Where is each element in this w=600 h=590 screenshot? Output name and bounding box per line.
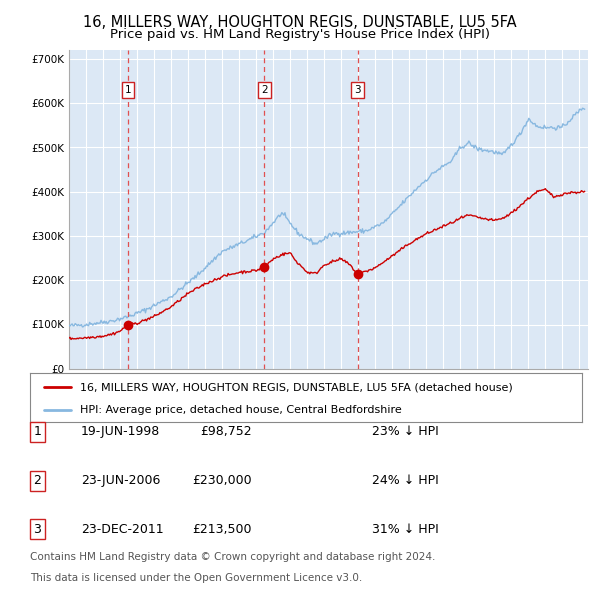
Text: 31% ↓ HPI: 31% ↓ HPI — [372, 523, 439, 536]
Text: 19-JUN-1998: 19-JUN-1998 — [81, 425, 160, 438]
Text: £213,500: £213,500 — [193, 523, 252, 536]
Text: 3: 3 — [33, 523, 41, 536]
Text: 16, MILLERS WAY, HOUGHTON REGIS, DUNSTABLE, LU5 5FA (detached house): 16, MILLERS WAY, HOUGHTON REGIS, DUNSTAB… — [80, 382, 512, 392]
Text: 3: 3 — [355, 85, 361, 95]
Text: Contains HM Land Registry data © Crown copyright and database right 2024.: Contains HM Land Registry data © Crown c… — [30, 552, 436, 562]
Text: 23-JUN-2006: 23-JUN-2006 — [81, 474, 160, 487]
Text: 2: 2 — [261, 85, 268, 95]
Text: This data is licensed under the Open Government Licence v3.0.: This data is licensed under the Open Gov… — [30, 573, 362, 583]
Text: £98,752: £98,752 — [200, 425, 252, 438]
Text: 23% ↓ HPI: 23% ↓ HPI — [372, 425, 439, 438]
Text: 1: 1 — [33, 425, 41, 438]
Text: 23-DEC-2011: 23-DEC-2011 — [81, 523, 164, 536]
Text: 1: 1 — [125, 85, 131, 95]
Text: 16, MILLERS WAY, HOUGHTON REGIS, DUNSTABLE, LU5 5FA: 16, MILLERS WAY, HOUGHTON REGIS, DUNSTAB… — [83, 15, 517, 30]
Text: HPI: Average price, detached house, Central Bedfordshire: HPI: Average price, detached house, Cent… — [80, 405, 401, 415]
Text: 24% ↓ HPI: 24% ↓ HPI — [372, 474, 439, 487]
Text: £230,000: £230,000 — [193, 474, 252, 487]
Text: Price paid vs. HM Land Registry's House Price Index (HPI): Price paid vs. HM Land Registry's House … — [110, 28, 490, 41]
Text: 2: 2 — [33, 474, 41, 487]
